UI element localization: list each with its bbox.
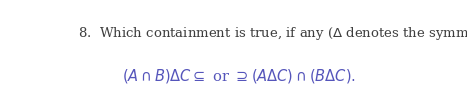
Text: $(A \cap B)\Delta C \subseteq$ or $\supseteq (A\Delta C) \cap (B\Delta C).$: $(A \cap B)\Delta C \subseteq$ or $\sups… [122, 67, 356, 85]
Text: 8.  Which containment is true, if any ($\Delta$ denotes the symmetric sum.): 8. Which containment is true, if any ($\… [78, 25, 467, 42]
